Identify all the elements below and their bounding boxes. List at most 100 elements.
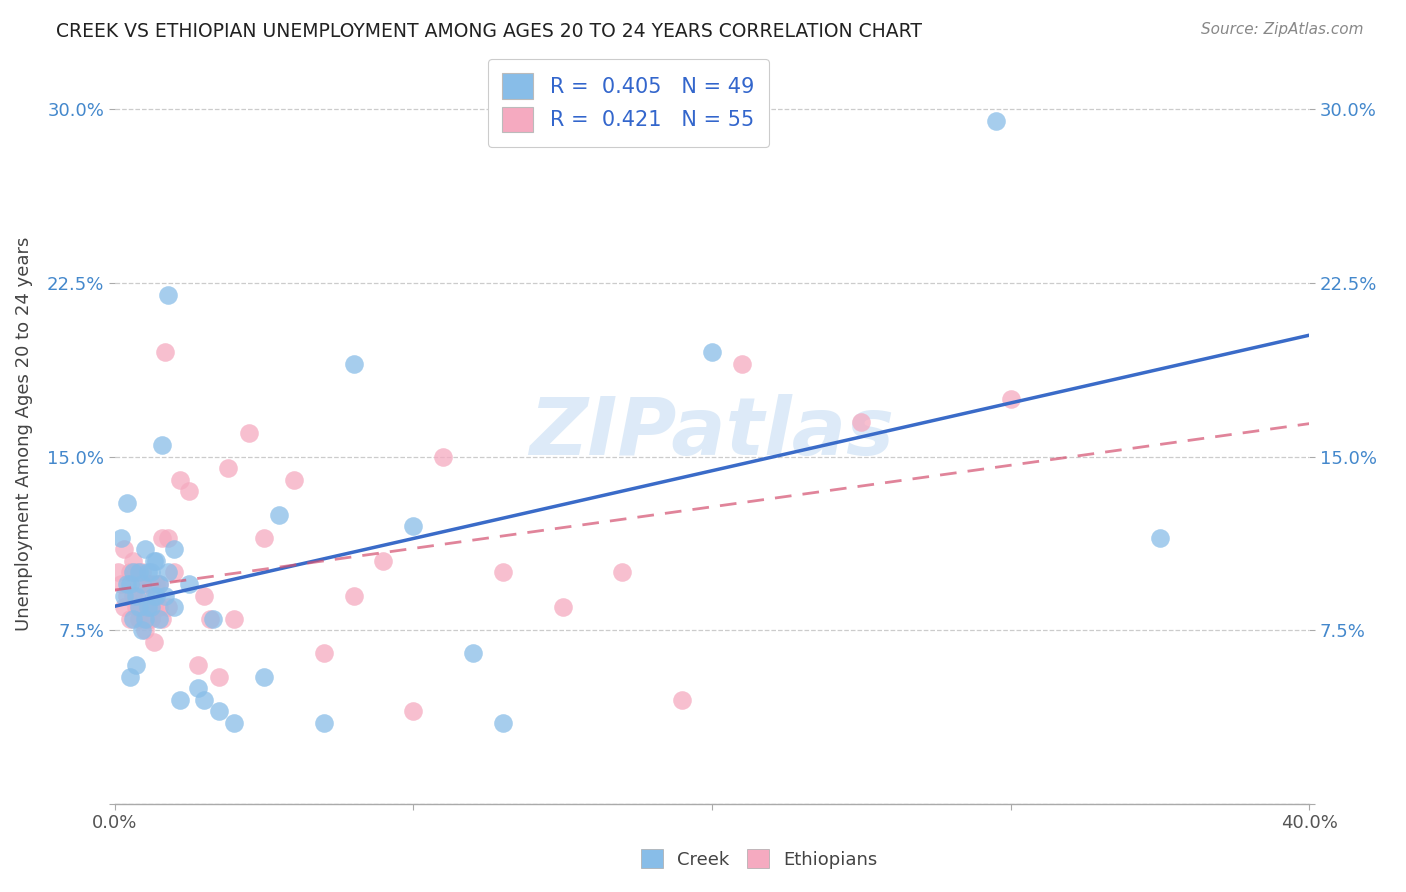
Point: [128, 577, 150, 591]
Point: [134, 589, 156, 603]
Text: Source: ZipAtlas.com: Source: ZipAtlas.com: [1201, 22, 1364, 37]
Point: [121, 554, 143, 568]
Point: [202, 612, 225, 626]
Point: [193, 589, 215, 603]
Point: [139, 566, 162, 580]
Point: [124, 589, 146, 603]
Point: [131, 624, 153, 638]
Point: [187, 681, 209, 696]
Point: [128, 612, 150, 626]
Point: [342, 589, 364, 603]
Point: [134, 612, 156, 626]
Point: [163, 600, 186, 615]
Point: [136, 600, 159, 615]
Point: [179, 577, 201, 591]
Point: [157, 600, 180, 615]
Point: [1149, 531, 1171, 545]
Point: [551, 600, 574, 615]
Point: [169, 473, 191, 487]
Point: [139, 600, 162, 615]
Point: [492, 715, 515, 730]
Point: [148, 600, 170, 615]
Point: [157, 566, 180, 580]
Point: [118, 670, 141, 684]
Point: [118, 612, 141, 626]
Point: [169, 692, 191, 706]
Point: [208, 670, 231, 684]
Y-axis label: Unemployment Among Ages 20 to 24 years: Unemployment Among Ages 20 to 24 years: [15, 236, 32, 631]
Point: [112, 589, 135, 603]
Point: [124, 600, 146, 615]
Point: [238, 426, 260, 441]
Point: [136, 612, 159, 626]
Point: [115, 577, 138, 591]
Point: [851, 415, 873, 429]
Point: [136, 577, 159, 591]
Point: [121, 566, 143, 580]
Point: [139, 612, 162, 626]
Point: [157, 531, 180, 545]
Point: [402, 519, 425, 533]
Point: [253, 531, 276, 545]
Point: [145, 554, 167, 568]
Point: [110, 531, 132, 545]
Point: [155, 345, 177, 359]
Point: [671, 692, 693, 706]
Point: [402, 704, 425, 718]
Point: [731, 357, 754, 371]
Point: [115, 589, 138, 603]
Point: [283, 473, 305, 487]
Legend: R =  0.405   N = 49, R =  0.421   N = 55: R = 0.405 N = 49, R = 0.421 N = 55: [488, 59, 769, 147]
Point: [700, 345, 723, 359]
Point: [142, 589, 165, 603]
Point: [139, 577, 162, 591]
Point: [131, 566, 153, 580]
Point: [128, 600, 150, 615]
Point: [492, 566, 515, 580]
Point: [142, 554, 165, 568]
Point: [107, 566, 129, 580]
Point: [118, 577, 141, 591]
Point: [124, 566, 146, 580]
Point: [200, 612, 222, 626]
Point: [152, 531, 174, 545]
Legend: Creek, Ethiopians: Creek, Ethiopians: [634, 842, 884, 876]
Point: [128, 566, 150, 580]
Point: [193, 692, 215, 706]
Point: [155, 589, 177, 603]
Point: [131, 577, 153, 591]
Point: [224, 715, 246, 730]
Point: [152, 438, 174, 452]
Point: [145, 577, 167, 591]
Point: [1000, 392, 1022, 406]
Point: [163, 542, 186, 557]
Point: [984, 113, 1007, 128]
Point: [134, 542, 156, 557]
Point: [121, 589, 143, 603]
Point: [253, 670, 276, 684]
Point: [612, 566, 634, 580]
Point: [217, 461, 239, 475]
Point: [148, 577, 170, 591]
Point: [136, 566, 159, 580]
Point: [208, 704, 231, 718]
Point: [224, 612, 246, 626]
Point: [373, 554, 395, 568]
Point: [131, 600, 153, 615]
Point: [432, 450, 454, 464]
Point: [112, 600, 135, 615]
Point: [187, 658, 209, 673]
Point: [148, 577, 170, 591]
Point: [179, 484, 201, 499]
Point: [461, 647, 484, 661]
Point: [142, 635, 165, 649]
Point: [121, 612, 143, 626]
Point: [112, 542, 135, 557]
Point: [267, 508, 290, 522]
Point: [312, 647, 335, 661]
Point: [312, 715, 335, 730]
Point: [142, 600, 165, 615]
Point: [157, 287, 180, 301]
Point: [163, 566, 186, 580]
Text: ZIPatlas: ZIPatlas: [530, 394, 894, 473]
